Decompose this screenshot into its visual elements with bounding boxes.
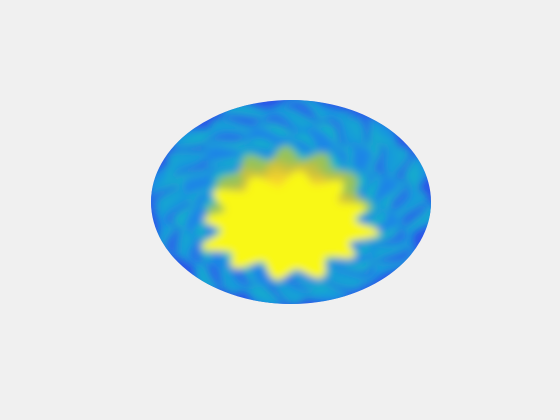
disc-surface — [151, 100, 431, 304]
color-bands — [151, 100, 431, 304]
peak-region — [201, 171, 380, 281]
